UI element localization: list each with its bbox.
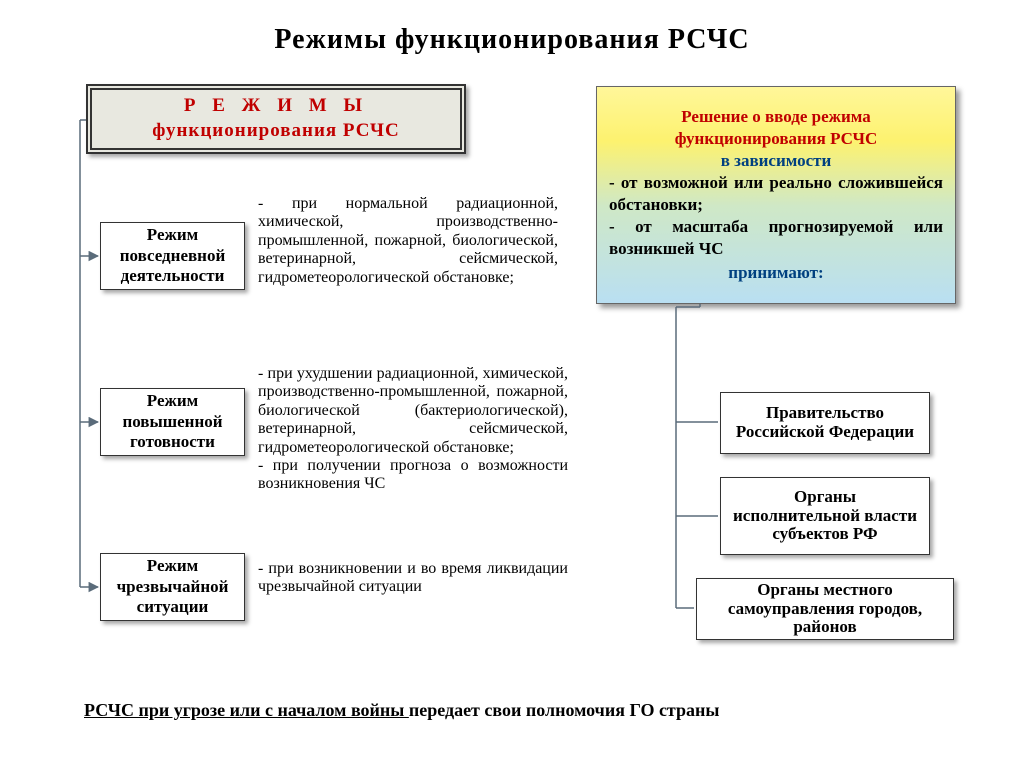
decision-title: Решение о вводе режима функционирования … xyxy=(609,106,943,150)
mode-box-2: Режим чрезвычайной ситуации xyxy=(100,553,245,621)
authority-label: Органы исполнительной власти субъектов Р… xyxy=(731,488,919,544)
footnote-rest: передает свои полномочия ГО страны xyxy=(409,700,720,720)
mode-label: Режим повышенной готовности xyxy=(111,391,234,452)
mode-desc-1: - при ухудшении радиационной, химической… xyxy=(258,365,568,494)
decision-item-1: - от масштаба прогнозируемой или возникш… xyxy=(609,216,943,260)
footnote: РСЧС при угрозе или с началом войны пере… xyxy=(84,700,904,721)
mode-label: Режим чрезвычайной ситуации xyxy=(111,556,234,617)
decision-sub: в зависимости xyxy=(609,150,943,172)
mode-desc-0: - при нормальной радиационной, химическо… xyxy=(258,195,558,287)
mode-box-0: Режим повседневной деятельности xyxy=(100,222,245,290)
decision-final: принимают: xyxy=(609,262,943,284)
mode-label: Режим повседневной деятельности xyxy=(111,225,234,286)
modes-header-line2: функционирования РСЧС xyxy=(102,119,450,144)
authority-box-0: Правительство Российской Федерации xyxy=(720,392,930,454)
mode-box-1: Режим повышенной готовности xyxy=(100,388,245,456)
page-title: Режимы функционирования РСЧС xyxy=(0,0,1024,56)
authority-box-2: Органы местного самоуправления городов, … xyxy=(696,578,954,640)
modes-header-line1: Р Е Ж И М Ы xyxy=(102,94,450,119)
modes-header-box: Р Е Ж И М Ы функционирования РСЧС xyxy=(86,84,466,154)
authority-label: Органы местного самоуправления городов, … xyxy=(707,581,943,637)
decision-item-0: - от возможной или реально сложившейся о… xyxy=(609,172,943,216)
authority-label: Правительство Российской Федерации xyxy=(731,404,919,441)
decision-box: Решение о вводе режима функционирования … xyxy=(596,86,956,304)
authority-box-1: Органы исполнительной власти субъектов Р… xyxy=(720,477,930,555)
footnote-underlined: РСЧС при угрозе или с началом войны xyxy=(84,700,409,720)
mode-desc-2: - при возникновении и во время ликвидаци… xyxy=(258,560,568,597)
